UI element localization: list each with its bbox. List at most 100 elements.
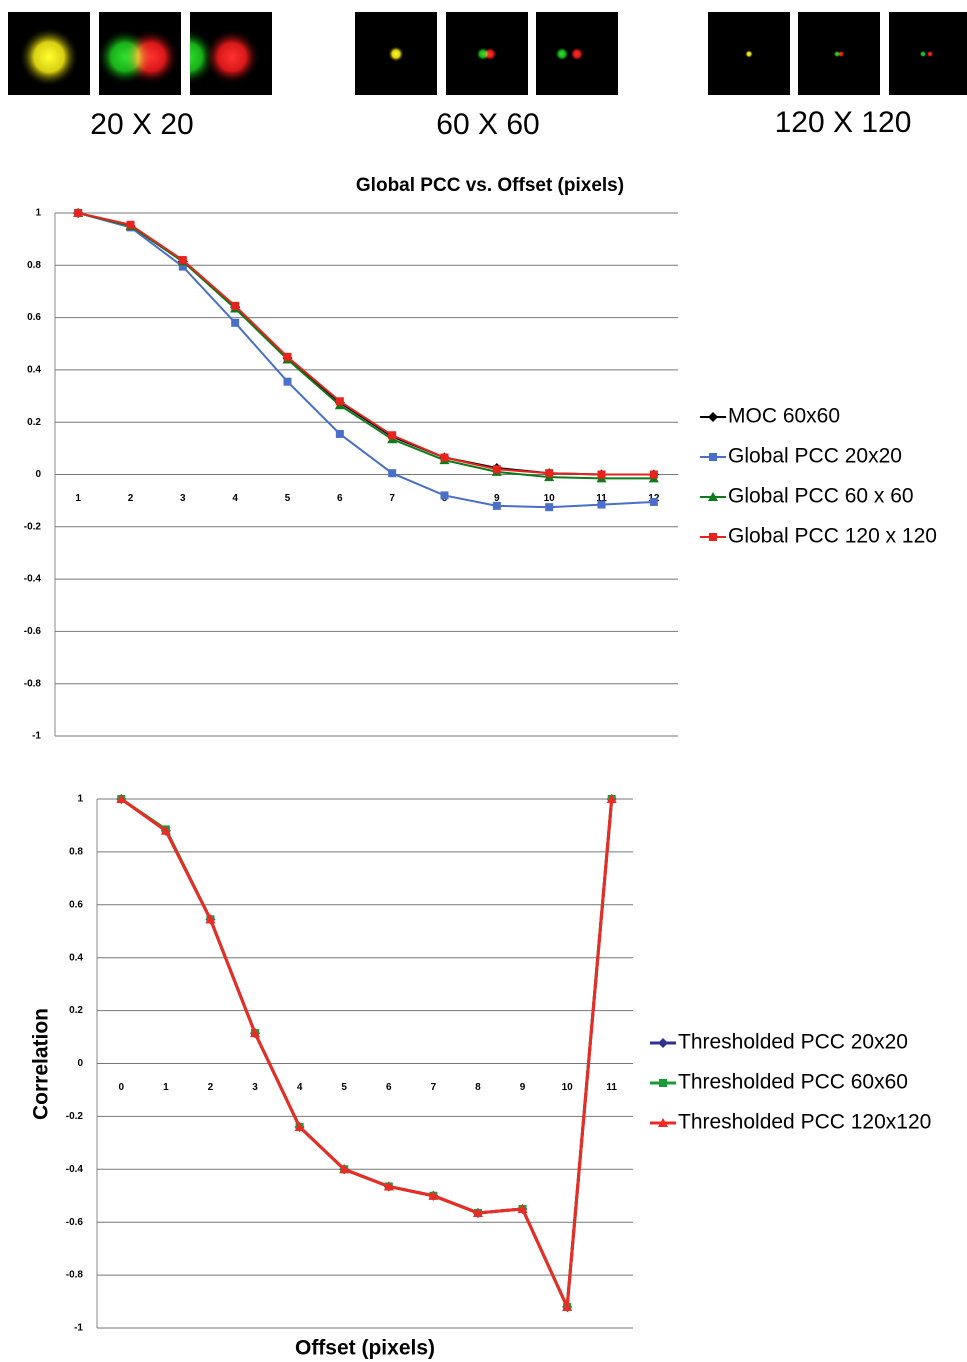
chart-title: Global PCC vs. Offset (pixels) — [356, 175, 624, 196]
y-tick-label: -0.8 — [66, 1270, 84, 1281]
x-tick-label: 7 — [431, 1082, 437, 1093]
x-tick-label: 2 — [128, 493, 134, 504]
data-point — [545, 469, 554, 478]
data-point — [178, 262, 187, 271]
data-point — [283, 377, 292, 386]
y-tick-label: 0.2 — [69, 1005, 83, 1016]
data-point — [339, 1164, 350, 1174]
legend-marker — [658, 1118, 668, 1127]
x-tick-label: 0 — [119, 1082, 125, 1093]
legend-marker — [709, 533, 717, 541]
series-line — [77, 212, 654, 476]
data-point — [388, 469, 397, 478]
x-tick-label: 1 — [163, 1082, 169, 1093]
x-tick-label: 5 — [341, 1082, 347, 1093]
data-point — [231, 301, 240, 310]
y-axis-title: Correlation — [30, 1008, 53, 1120]
legend-marker — [659, 1079, 667, 1087]
y-tick-label: 0.4 — [27, 365, 41, 376]
data-point — [472, 1207, 483, 1217]
data-point — [492, 501, 501, 510]
x-tick-label: 8 — [475, 1082, 481, 1093]
legend-label: Thresholded PCC 60x60 — [678, 1071, 908, 1094]
data-point — [492, 465, 501, 474]
y-tick-label: -0.6 — [66, 1217, 84, 1228]
x-tick-label: 7 — [389, 493, 395, 504]
x-tick-label: 11 — [606, 1082, 617, 1093]
y-tick-label: -0.2 — [66, 1111, 84, 1122]
x-tick-label: 6 — [386, 1082, 392, 1093]
data-point — [231, 318, 240, 327]
data-point — [428, 1190, 439, 1200]
data-point — [178, 256, 187, 265]
series-line — [77, 212, 654, 509]
y-tick-label: -1 — [74, 1323, 83, 1334]
x-tick-label: 9 — [494, 493, 500, 504]
x-tick-label: 11 — [596, 493, 607, 504]
series-line — [120, 797, 614, 1313]
legend-marker — [658, 1038, 668, 1048]
data-point — [606, 794, 617, 803]
y-tick-label: 0 — [77, 1058, 83, 1069]
series-line — [120, 797, 614, 1313]
x-tick-label: 4 — [232, 493, 238, 504]
data-point — [545, 503, 554, 512]
x-tick-label: 1 — [75, 493, 81, 504]
y-tick-label: -0.2 — [24, 521, 42, 532]
x-tick-label: 10 — [544, 493, 556, 504]
data-point — [74, 209, 83, 217]
legend-label: Global PCC 20x20 — [728, 445, 902, 468]
data-point — [649, 497, 658, 506]
x-tick-label: 4 — [297, 1082, 303, 1093]
y-tick-label: 1 — [35, 208, 41, 219]
data-point — [283, 352, 292, 361]
panel-label: 120 X 120 — [775, 106, 912, 139]
y-tick-label: -0.8 — [24, 678, 42, 689]
y-tick-label: 0.6 — [27, 312, 41, 323]
panel-label: 60 X 60 — [436, 108, 539, 141]
x-tick-label: 3 — [180, 493, 186, 504]
legend-label: Thresholded PCC 120x120 — [678, 1111, 931, 1134]
series-line — [77, 212, 654, 480]
data-point — [294, 1121, 305, 1131]
data-point — [440, 491, 449, 500]
y-tick-label: 0.6 — [69, 899, 83, 910]
data-point — [440, 453, 449, 462]
data-point — [649, 470, 658, 479]
legend-label: Global PCC 120 x 120 — [728, 525, 937, 548]
legend-label: Thresholded PCC 20x20 — [678, 1031, 908, 1054]
x-tick-label: 10 — [562, 1082, 574, 1093]
panel-label: 20 X 20 — [90, 108, 193, 141]
data-point — [597, 500, 606, 509]
legend-label: Global PCC 60 x 60 — [728, 485, 914, 508]
data-point — [205, 914, 216, 924]
thumbnails — [8, 12, 967, 95]
data-point — [126, 220, 135, 229]
y-tick-label: -0.4 — [24, 574, 42, 585]
x-tick-label: 3 — [252, 1082, 258, 1093]
y-tick-label: 0.8 — [27, 260, 41, 271]
y-tick-label: 1 — [77, 794, 83, 805]
x-tick-label: 5 — [285, 493, 291, 504]
legend-marker — [709, 453, 717, 461]
legend-label: MOC 60x60 — [728, 405, 840, 428]
y-tick-label: 0.8 — [69, 847, 83, 858]
y-tick-label: -1 — [32, 731, 41, 742]
x-tick-label: 9 — [520, 1082, 526, 1093]
y-tick-label: -0.4 — [66, 1164, 84, 1175]
data-point — [160, 825, 171, 835]
data-point — [562, 1301, 573, 1311]
y-tick-label: 0.2 — [27, 417, 41, 428]
x-tick-label: 2 — [208, 1082, 214, 1093]
y-tick-label: 0 — [35, 469, 41, 480]
y-tick-label: -0.6 — [24, 626, 42, 637]
data-point — [597, 470, 606, 479]
series-line — [120, 797, 614, 1313]
data-point — [388, 431, 397, 440]
data-point — [116, 794, 127, 803]
legend-marker — [708, 412, 718, 422]
data-point — [250, 1028, 261, 1038]
data-point — [335, 397, 344, 406]
legend-marker — [708, 492, 718, 501]
